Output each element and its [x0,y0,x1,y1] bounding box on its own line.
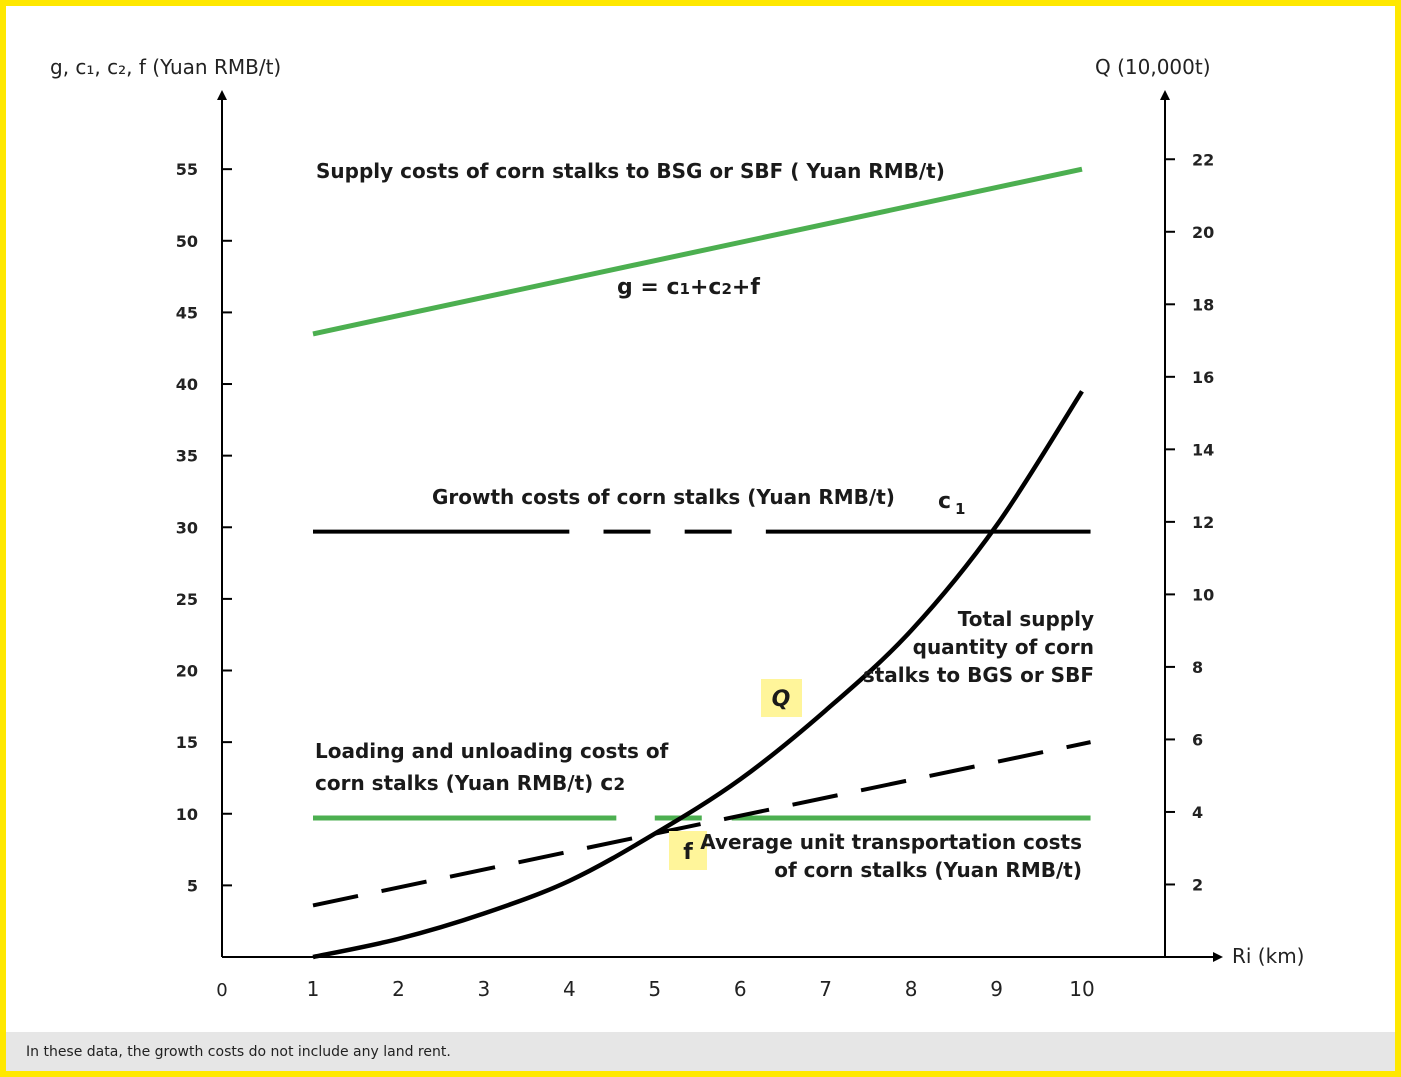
y-left-tick-label: 30 [176,518,198,537]
c1-letter: c [938,489,951,514]
y-left-tick-label: 25 [176,590,198,609]
y-left-tick-label: 50 [176,232,198,251]
x-axis-label: Ri (km) [1232,944,1304,968]
y-right-tick-label: 6 [1192,730,1203,749]
y-right-tick-label: 14 [1192,440,1214,459]
y-left-tick-label: 55 [176,160,198,179]
x-origin-label: 0 [216,980,227,1001]
y-right-tick-label: 2 [1192,875,1203,894]
y-right-tick-label: 18 [1192,295,1214,314]
footnote-bar: In these data, the growth costs do not i… [6,1032,1395,1071]
annotation-f-label: f [683,840,693,865]
x-tick-label: 8 [905,977,918,1001]
annotation-q-title-3: stalks to BGS or SBF [863,663,1094,687]
y-left-tick-label: 5 [187,876,198,895]
x-tick-label: 7 [819,977,832,1001]
annotation-q-label: Q [772,687,791,712]
y-right-tick-label: 16 [1192,368,1214,387]
annotation-c1-title: Growth costs of corn stalks (Yuan RMB/t) [432,485,895,509]
annotation-c2-title-2: corn stalks (Yuan RMB/t) c2 [315,771,625,796]
formula-part: 1 [680,280,690,298]
c2-letter: c [600,771,613,796]
labels-group: Supply costs of corn stalks to BSG or SB… [315,159,1094,882]
formula-part: c [667,275,680,300]
x-tick-label: 5 [648,977,661,1001]
annotation-g-formula: g = c1+c2+f [617,275,760,300]
c2-title-text: corn stalks (Yuan RMB/t) [315,771,600,795]
formula-part: 2 [721,280,731,298]
series-g-line [312,166,1083,337]
annotation-c2-title-1: Loading and unloading costs of [315,739,669,763]
x-tick-label: 1 [307,977,320,1001]
annotation-f-title-2: of corn stalks (Yuan RMB/t) [774,858,1082,882]
footnote-text: In these data, the growth costs do not i… [26,1044,451,1060]
x-tick-label: 10 [1069,977,1094,1001]
y-right-tick-label: 20 [1192,223,1214,242]
y-right-tick-label: 22 [1192,150,1214,169]
y-left-tick-label: 45 [176,303,198,322]
formula-part: +f [732,275,760,300]
axes: g, c₁, c₂, f (Yuan RMB/t) Q (10,000t) Ri (… [50,55,1304,1001]
y-left-tick-label: 40 [176,375,198,394]
y-right-tick-label: 10 [1192,585,1214,604]
left-axis-label: g, c₁, c₂, f (Yuan RMB/t) [50,55,281,79]
c1-subscript: 1 [955,500,965,518]
c2-subscript: 2 [613,775,625,795]
x-tick-label: 9 [990,977,1003,1001]
x-tick-label: 4 [563,977,576,1001]
series-f-line [312,740,1091,908]
x-tick-label: 6 [734,977,747,1001]
series-Q-curve [312,390,1084,960]
y-left-tick-label: 10 [176,805,198,824]
q-label-highlight [761,679,802,717]
annotation-g-title: Supply costs of corn stalks to BSG or SB… [316,159,945,183]
f-label-highlight [669,831,707,870]
formula-part: g = [617,275,667,300]
series-group [312,166,1091,960]
right-axis-label: Q (10,000t) [1095,55,1211,79]
y-right-tick-label: 4 [1192,803,1203,822]
formula-part: c [708,275,721,300]
y-left-tick-label: 15 [176,733,198,752]
x-tick-label: 3 [478,977,491,1001]
annotation-q-title-2: quantity of corn [913,635,1094,659]
annotation-f-title-1: Average unit transportation costs [700,830,1082,854]
y-left-tick-label: 20 [176,662,198,681]
y-right-tick-label: 12 [1192,513,1214,532]
y-left-tick-label: 35 [176,447,198,466]
formula-part: + [690,275,708,300]
annotation-q-title-1: Total supply [958,607,1094,631]
x-tick-label: 2 [392,977,405,1001]
y-right-tick-label: 8 [1192,658,1203,677]
